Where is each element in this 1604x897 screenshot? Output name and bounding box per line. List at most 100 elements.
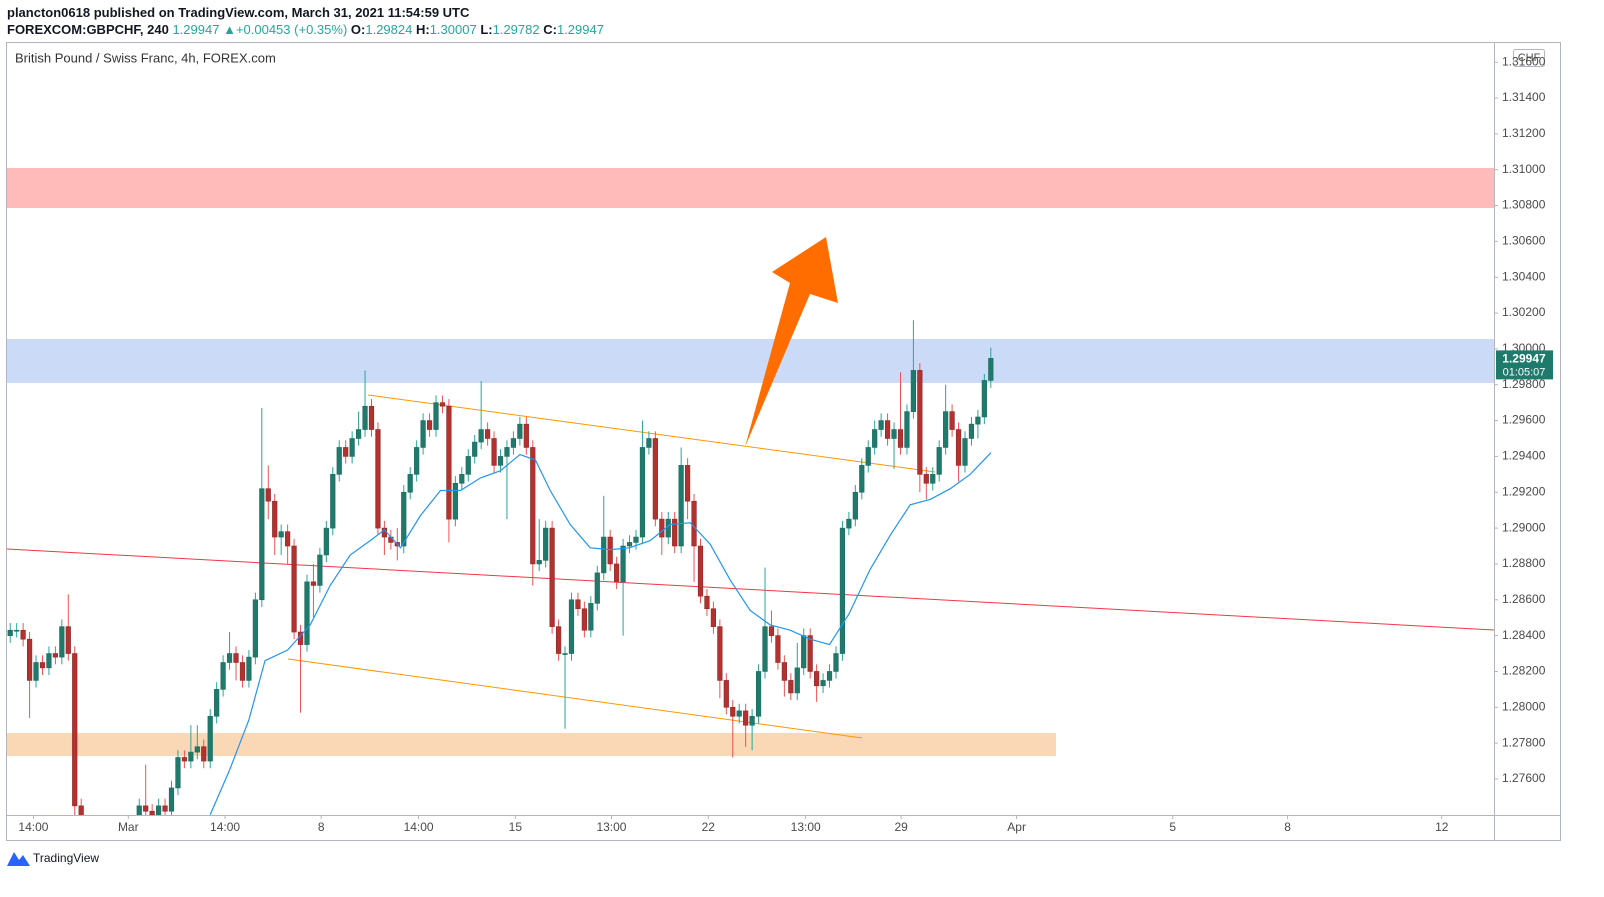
candle-body	[510, 438, 517, 448]
candle-body	[955, 429, 962, 466]
candle-body	[207, 715, 213, 762]
candle-body	[291, 545, 297, 633]
candle-body	[633, 536, 639, 543]
y-tick-label: 1.30800	[1502, 198, 1546, 212]
candle-body	[904, 411, 910, 448]
candle-body	[588, 603, 594, 631]
candle-body	[233, 653, 239, 663]
candle-body	[349, 438, 355, 457]
candle-body	[659, 518, 665, 538]
candle-body	[105, 842, 110, 847]
candle-body	[568, 599, 575, 654]
candle-body	[562, 653, 568, 655]
candle-body	[639, 447, 646, 538]
candle-body	[897, 429, 904, 448]
candle-body	[136, 805, 142, 815]
chart-frame	[6, 42, 1561, 841]
candle-body	[801, 635, 807, 669]
candle-body	[246, 656, 252, 681]
candle-body	[317, 554, 323, 586]
candle-body	[465, 456, 471, 475]
ohlc-label: O:	[350, 22, 366, 37]
change: +0.00453	[235, 22, 291, 37]
candle-body	[181, 757, 188, 762]
change-percent: (+0.35%)	[294, 22, 348, 37]
candle-body	[614, 563, 620, 583]
candle-body	[543, 527, 549, 561]
candle-body	[652, 438, 658, 520]
candle-body	[259, 488, 265, 601]
candle-body	[781, 662, 787, 681]
candle-body	[878, 420, 884, 430]
candle-body	[678, 465, 684, 547]
brand-name: TradingView	[33, 851, 99, 865]
candle-body	[943, 411, 949, 448]
candle-body	[304, 581, 310, 645]
candle-body	[523, 423, 529, 448]
candle-body	[923, 474, 929, 484]
arrow	[745, 237, 838, 447]
candle-body	[272, 500, 278, 538]
y-tick-label: 1.31600	[1502, 54, 1546, 68]
last-price: 1.29947	[172, 22, 220, 37]
countdown: 01:05:07	[1503, 366, 1546, 378]
candle-body	[20, 629, 26, 640]
candle-body	[730, 706, 736, 717]
candle-body	[143, 805, 149, 812]
candle-body	[362, 405, 368, 430]
last-price-label: 1.29947	[1502, 352, 1546, 366]
candle-body	[149, 810, 155, 815]
candle-body	[175, 757, 181, 789]
high-value: 1.30007	[429, 22, 477, 37]
candle-body	[755, 671, 762, 717]
support-zone	[7, 733, 1056, 756]
candle-body	[220, 662, 226, 690]
y-tick-label: 1.31200	[1502, 126, 1546, 140]
candle-body	[607, 536, 613, 565]
candle-body	[826, 671, 833, 681]
candle-body	[214, 689, 220, 717]
candle-body	[285, 531, 291, 547]
chart-title: British Pound / Swiss Franc, 4h, FOREX.c…	[15, 50, 276, 65]
x-tick-label: 29	[894, 820, 908, 834]
candle-body	[46, 653, 52, 669]
brand: TradingView	[7, 851, 99, 866]
candle-body	[355, 429, 362, 439]
y-tick-label: 1.30200	[1502, 305, 1546, 319]
candle-body	[723, 680, 729, 708]
symbol-line: FOREXCOM:GBPCHF, 240 1.29947 ▲+0.00453 (…	[7, 21, 604, 38]
candle-body	[111, 836, 116, 847]
x-tick-label: Mar	[118, 820, 139, 834]
candle-body	[401, 491, 407, 547]
candle-body	[846, 518, 852, 529]
candle-body	[575, 599, 581, 610]
channel-upper	[367, 394, 936, 473]
y-tick-label: 1.31400	[1502, 90, 1546, 104]
plot-area	[7, 320, 994, 847]
candle-body	[252, 599, 258, 658]
candle-body	[156, 805, 162, 815]
candle-body	[439, 402, 446, 407]
candle-body	[201, 746, 207, 762]
candle-body	[865, 447, 871, 466]
candle-body	[7, 629, 13, 636]
candle-body	[323, 527, 329, 556]
y-tick-label: 1.30400	[1502, 269, 1546, 283]
candle-body	[807, 635, 813, 672]
candle-body	[194, 746, 200, 753]
candle-body	[162, 805, 168, 812]
candle-body	[239, 662, 246, 681]
candle-body	[891, 429, 897, 439]
candle-body	[472, 441, 478, 457]
x-tick-label: 8	[318, 820, 325, 834]
currency: CHF	[1518, 52, 1541, 64]
candle-body	[975, 416, 981, 425]
candle-body	[459, 474, 465, 484]
candle-body	[968, 423, 975, 439]
symbol: FOREXCOM:GBPCHF, 240	[7, 22, 169, 37]
candle-body	[310, 581, 317, 586]
supply-zone	[7, 339, 1494, 383]
candle-body	[168, 787, 175, 812]
candle-body	[78, 805, 84, 815]
